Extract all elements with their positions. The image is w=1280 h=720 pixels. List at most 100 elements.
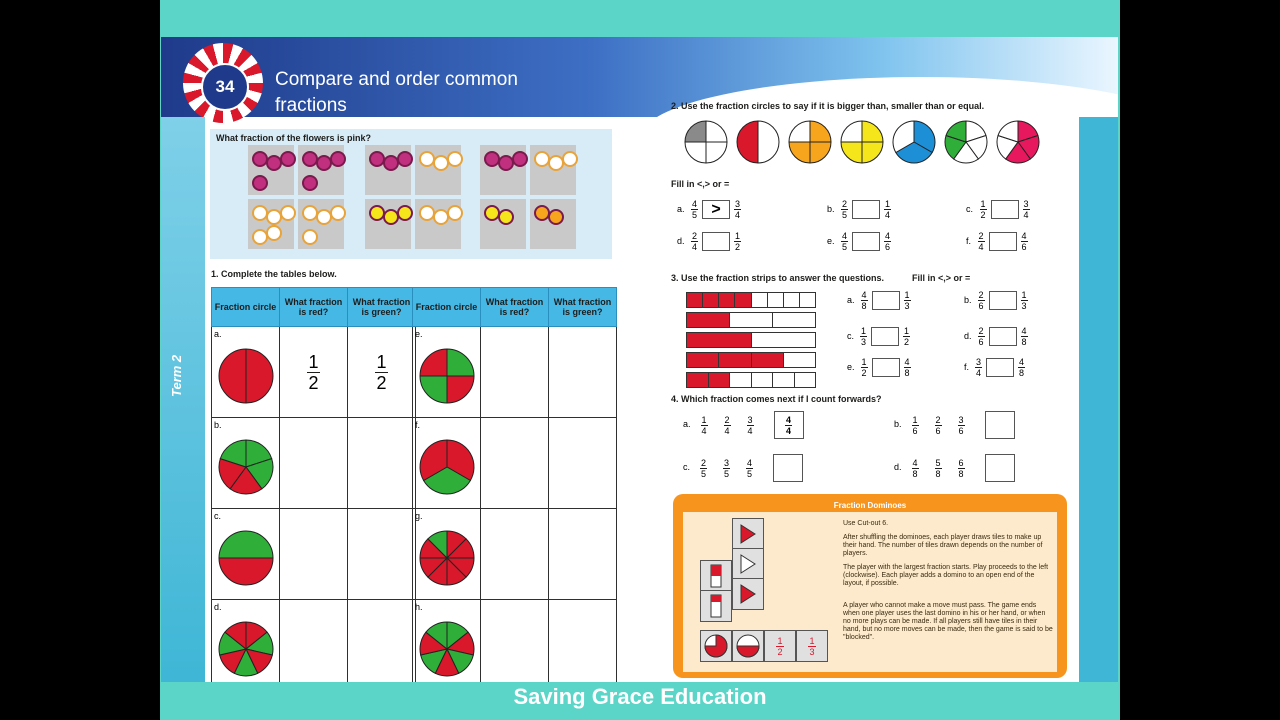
pie-slice (840, 141, 863, 164)
next-fraction-box[interactable] (984, 454, 1015, 482)
q2-fraction-circle (943, 119, 989, 170)
pie-slice (219, 439, 246, 468)
flower-question: What fraction of the flowers is pink? (216, 133, 372, 143)
next-fraction-box[interactable] (984, 411, 1015, 439)
flower-cell (298, 199, 346, 249)
flower-cell (480, 145, 528, 195)
flower-cell (415, 145, 463, 195)
answer-cell[interactable] (548, 599, 617, 682)
item-label: a. (677, 203, 688, 214)
q4-row: b. 1 6 2 6 3 6 (894, 411, 1019, 439)
strip-part (719, 293, 736, 307)
item-label: b. (964, 294, 972, 305)
fraction-dominoes-panel: Fraction Dominoes Use Cut-out 6. After s… (673, 494, 1067, 678)
compare-answer-box[interactable] (871, 327, 900, 346)
compare-answer-box[interactable] (988, 327, 1017, 346)
table-row: h. (412, 599, 617, 682)
answer-cell[interactable] (480, 599, 549, 682)
compare-answer-box[interactable] (986, 358, 1015, 377)
pie-slice (736, 120, 759, 164)
q3-item: c. 1 3 1 2 (847, 326, 911, 347)
answer-cell[interactable] (347, 508, 416, 600)
flower-icon (397, 151, 413, 167)
flower-icon (330, 205, 346, 221)
q2-fraction-circle (839, 119, 885, 170)
answer-cell[interactable] (548, 508, 617, 600)
strip-part (768, 293, 784, 307)
compare-answer-box[interactable]: > (702, 200, 731, 219)
compare-answer-box[interactable] (852, 200, 881, 219)
q2-fraction-circle (891, 119, 937, 170)
row-label: e. (415, 329, 423, 339)
item-label: f. (964, 361, 970, 372)
circle-cell: g. (412, 508, 481, 600)
compare-answer-box[interactable] (871, 291, 900, 310)
fraction-circle-b (217, 438, 275, 498)
circle-cell: b. (211, 417, 280, 509)
flower-cell (298, 145, 346, 195)
answer-cell[interactable] (279, 508, 348, 600)
fraction-circle-g (418, 529, 476, 589)
pie-slice (895, 141, 933, 164)
strip-part (735, 293, 752, 307)
table-header: Fraction circle (412, 287, 481, 327)
pie-slice (945, 120, 967, 143)
pie-slice (861, 120, 884, 143)
flower-icon (280, 151, 296, 167)
compare-answer-box[interactable] (988, 291, 1017, 310)
next-fraction-box[interactable] (773, 454, 804, 482)
answer-cell[interactable] (279, 599, 348, 682)
compare-answer-box[interactable] (990, 200, 1019, 219)
q2-heading: 2. Use the fraction circles to say if it… (671, 101, 985, 111)
pie-slice (217, 557, 274, 586)
answer-cell[interactable] (548, 326, 617, 418)
domino-rule: After shuffling the dominoes, each playe… (843, 534, 1043, 557)
answer-cell[interactable] (480, 508, 549, 600)
pie-slice (997, 120, 1019, 143)
answer-cell[interactable] (548, 417, 617, 509)
pie-slice (757, 120, 780, 164)
answer-cell[interactable] (347, 417, 416, 509)
table-row: e. (412, 326, 617, 418)
answer-cell[interactable] (480, 417, 549, 509)
fraction-circle-e (418, 347, 476, 407)
fraction-circle-a (217, 347, 275, 407)
pie-slice (426, 530, 447, 560)
compare-answer-box[interactable] (702, 232, 731, 251)
compare-answer-box[interactable] (871, 358, 900, 377)
table-header: Fraction circle (211, 287, 280, 327)
answer-cell[interactable] (279, 417, 348, 509)
answer-cell[interactable] (480, 326, 549, 418)
compare-answer-box[interactable] (852, 232, 881, 251)
item-label: c. (683, 462, 691, 473)
answer-cell[interactable] (347, 599, 416, 682)
dominoes-title: Fraction Dominoes (683, 500, 1057, 512)
fraction-circle-f (418, 438, 476, 498)
compare-answer-box[interactable] (988, 232, 1017, 251)
item-label: e. (847, 361, 855, 372)
item-label: d. (964, 330, 972, 341)
strip-part (800, 293, 815, 307)
